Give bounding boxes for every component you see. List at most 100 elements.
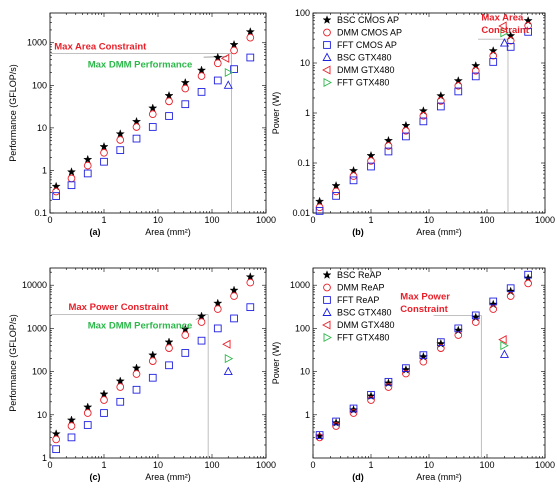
data-point xyxy=(213,305,222,313)
data-point xyxy=(524,279,532,288)
data-point xyxy=(220,53,230,63)
data-point xyxy=(223,366,233,376)
data-point xyxy=(165,112,173,120)
data-point xyxy=(213,324,222,333)
data-point xyxy=(246,278,255,287)
series-fft xyxy=(52,303,255,454)
data-point xyxy=(213,298,223,308)
data-point xyxy=(181,349,190,357)
annotation-text: Constraint xyxy=(400,304,448,315)
data-point xyxy=(83,169,92,178)
data-point xyxy=(332,417,340,426)
x-tick-label: 10 xyxy=(424,460,434,470)
y-tick-label: 10 xyxy=(37,410,47,420)
x-tick-label: 0 xyxy=(310,215,315,225)
data-point xyxy=(454,324,463,333)
data-point xyxy=(132,123,141,131)
data-point xyxy=(83,402,93,412)
data-point xyxy=(367,390,375,399)
x-tick-label: 1000 xyxy=(256,215,276,225)
data-point xyxy=(436,91,446,100)
legend-entry: FFT GTX480 xyxy=(337,78,389,88)
data-point xyxy=(419,117,428,126)
data-point xyxy=(165,361,173,370)
series-bsc-gtx480 xyxy=(499,38,510,47)
data-point xyxy=(489,305,498,313)
data-point xyxy=(148,373,157,382)
data-point xyxy=(52,192,61,200)
data-point xyxy=(315,207,324,215)
data-point xyxy=(471,60,481,70)
data-point xyxy=(180,77,190,87)
y-tick-label: 10 xyxy=(300,58,310,68)
data-point xyxy=(116,397,125,406)
data-point xyxy=(197,318,206,326)
x-tick-label: 1000 xyxy=(535,215,555,225)
x-tick-label: 0 xyxy=(47,215,52,225)
data-point xyxy=(331,181,341,190)
data-point xyxy=(499,349,510,358)
data-point xyxy=(384,142,393,150)
panel-label: (c) xyxy=(90,472,101,482)
y-axis-label: Power (W) xyxy=(271,92,281,135)
legend-entry: BSC GTX480 xyxy=(337,308,392,318)
data-point xyxy=(52,187,61,196)
data-point xyxy=(332,422,340,430)
data-point xyxy=(164,337,174,347)
data-point xyxy=(402,364,410,373)
chart-d: 0 1 10 100 1000 1 10 100 1000 Area (mm²) Power (W)… xyxy=(271,267,555,482)
legend-entry: FFT GTX480 xyxy=(337,333,389,343)
data-point xyxy=(83,161,92,170)
data-point xyxy=(213,59,222,68)
y-tick-label: 100 xyxy=(295,323,310,333)
x-tick-label: 1 xyxy=(368,460,373,470)
y-tick-label: 10 xyxy=(37,123,47,133)
legend: BSC ReAP DMM ReAP FFT ReAP BSC GTX480 DMM GT… xyxy=(322,270,395,343)
data-point xyxy=(229,39,239,49)
data-point xyxy=(402,132,410,141)
x-axis-label: Area (mm²) xyxy=(145,472,191,482)
data-point xyxy=(384,377,393,386)
series-dmm-gtx480 xyxy=(498,335,507,345)
y-axis-label: Performance (GFLOP/s) xyxy=(8,314,18,412)
legend-marker xyxy=(322,52,332,61)
data-point xyxy=(402,126,410,135)
series-fft-reap xyxy=(315,270,532,439)
annotation-text: Max Area xyxy=(481,13,524,24)
legend-entry: FFT CMOS AP xyxy=(337,40,397,50)
legend-entry: DMM ReAP xyxy=(337,283,385,293)
data-point xyxy=(499,38,510,47)
data-point xyxy=(454,81,463,90)
data-point xyxy=(100,409,108,417)
series-bsc xyxy=(51,27,255,191)
data-point xyxy=(471,318,480,326)
x-tick-label: 100 xyxy=(204,460,219,470)
data-point xyxy=(131,363,142,373)
data-point xyxy=(83,154,93,164)
annotation-text: Max Power xyxy=(400,291,450,302)
series-bsc xyxy=(51,272,255,438)
data-point xyxy=(132,370,141,378)
data-point xyxy=(489,297,498,306)
data-point xyxy=(100,148,108,157)
data-point xyxy=(500,341,509,351)
data-point xyxy=(115,376,125,386)
annotation-text: Max DMM Performance xyxy=(88,320,193,331)
data-point xyxy=(349,404,358,413)
data-point xyxy=(384,147,393,156)
data-point xyxy=(66,167,77,176)
data-point xyxy=(230,65,238,73)
y-tick-label: 0.1 xyxy=(34,208,47,218)
data-point xyxy=(132,134,141,143)
data-point xyxy=(471,72,480,81)
x-axis-label: Area (mm²) xyxy=(145,227,191,237)
data-point xyxy=(99,389,109,399)
legend-entry: DMM GTX480 xyxy=(337,320,395,330)
legend-marker xyxy=(322,270,332,279)
data-point xyxy=(453,76,463,85)
data-point xyxy=(83,421,92,429)
data-point xyxy=(489,58,498,66)
x-tick-label: 100 xyxy=(479,460,494,470)
data-point xyxy=(197,336,206,345)
series-dmm-cmos-ap xyxy=(315,21,532,212)
